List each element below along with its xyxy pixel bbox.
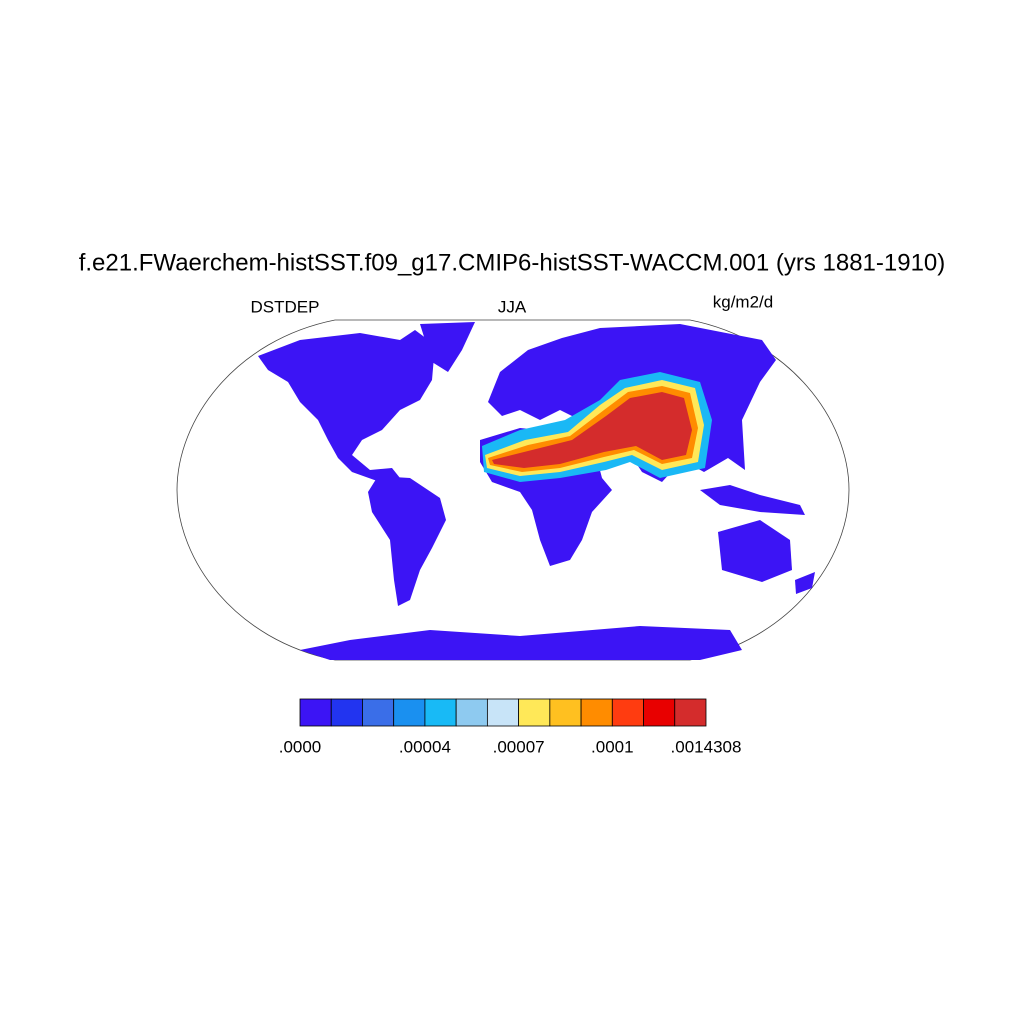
north-america xyxy=(258,330,435,482)
maritime-asia xyxy=(700,485,805,515)
colorbar-box xyxy=(455,698,488,727)
colorbar-box xyxy=(362,698,395,727)
south-america xyxy=(368,476,446,606)
dust-core xyxy=(492,392,692,468)
colorbar-box xyxy=(299,698,332,727)
colorbar-label: .0000 xyxy=(279,737,322,756)
colorbar-box xyxy=(580,698,613,727)
antarctica xyxy=(300,626,742,660)
colorbar-box xyxy=(424,698,457,727)
map xyxy=(176,319,850,661)
australia xyxy=(718,520,792,582)
new-zealand xyxy=(795,572,815,594)
colorbar-box xyxy=(643,698,676,727)
greenland xyxy=(420,322,475,372)
center-label: JJA xyxy=(498,297,527,316)
colorbar-box xyxy=(518,698,551,727)
colorbar-box xyxy=(674,698,707,727)
units-label: kg/m2/d xyxy=(713,292,773,311)
colorbar: .0000 .00004 .00007 .0001 .0014308 xyxy=(279,698,742,756)
colorbar-box xyxy=(486,698,520,727)
colorbar-label: .0001 xyxy=(591,737,634,756)
colorbar-label: .00007 xyxy=(493,737,545,756)
colorbar-box xyxy=(330,698,363,727)
colorbar-box xyxy=(611,698,644,727)
colorbar-box xyxy=(549,698,582,727)
colorbar-box xyxy=(393,698,426,727)
colorbar-label: .0014308 xyxy=(671,737,742,756)
colorbar-label: .00004 xyxy=(399,737,451,756)
title: f.e21.FWaerchem-histSST.f09_g17.CMIP6-hi… xyxy=(79,249,946,276)
left-label: DSTDEP xyxy=(251,297,320,316)
